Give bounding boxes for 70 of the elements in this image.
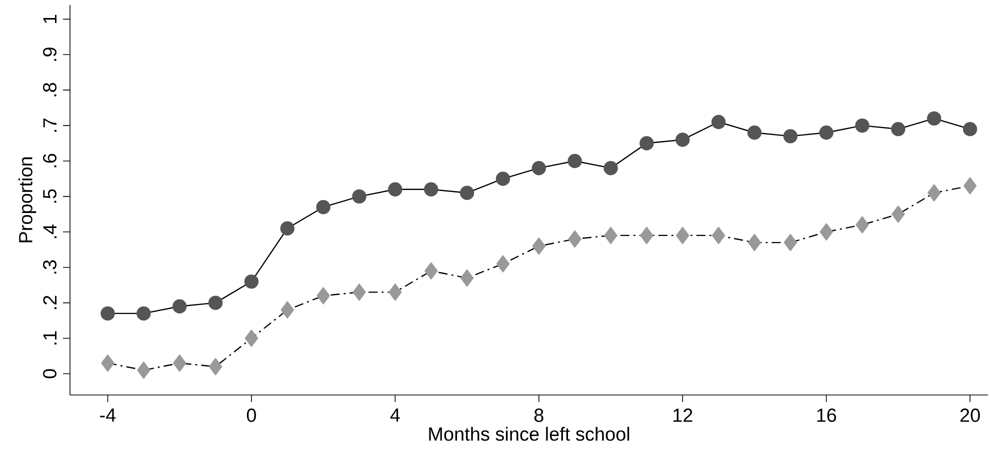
x-tick-label: 12 <box>673 408 692 422</box>
point <box>640 136 654 150</box>
x-tick-label: 20 <box>960 408 980 422</box>
point <box>172 299 187 314</box>
point <box>604 226 618 244</box>
point <box>208 296 223 310</box>
x-tick-label: -4 <box>100 408 116 422</box>
point <box>711 114 726 130</box>
point <box>748 234 762 252</box>
point <box>352 284 366 301</box>
point <box>532 160 546 176</box>
point <box>568 230 582 248</box>
point <box>172 354 186 372</box>
x-tick-label: 0 <box>246 408 256 422</box>
point <box>352 189 366 204</box>
y-tick-label: .7 <box>43 118 56 132</box>
point <box>676 132 690 147</box>
point <box>676 226 690 244</box>
y-tick-label: .9 <box>43 48 56 61</box>
point <box>856 216 869 234</box>
point <box>747 126 762 140</box>
point <box>927 111 942 126</box>
point <box>819 126 834 140</box>
y-tick-label: 0 <box>43 369 56 378</box>
point <box>424 262 438 280</box>
point <box>568 154 582 168</box>
point <box>962 122 978 136</box>
point <box>388 284 402 301</box>
point <box>820 223 833 241</box>
point <box>424 182 438 196</box>
y-tick-label: 1 <box>43 14 56 24</box>
point <box>496 255 510 272</box>
point <box>496 172 510 186</box>
point <box>784 234 797 252</box>
point <box>136 306 151 321</box>
point <box>208 358 222 376</box>
x-axis-title: Months since left school <box>429 426 630 441</box>
point <box>891 122 906 136</box>
point <box>316 287 330 304</box>
y-tick-label: .6 <box>43 154 56 168</box>
point <box>963 177 977 194</box>
y-tick-label: .3 <box>43 260 56 274</box>
x-tick-label: 4 <box>390 408 400 422</box>
point <box>137 362 150 379</box>
point <box>604 160 618 176</box>
point <box>460 269 474 287</box>
point <box>532 237 546 255</box>
x-tick-label: 8 <box>534 408 544 422</box>
y-tick-label: .4 <box>43 224 56 238</box>
point <box>712 226 726 244</box>
point <box>244 274 259 289</box>
point <box>316 200 330 214</box>
point <box>855 118 870 133</box>
y-tick-label: .2 <box>43 296 56 310</box>
point <box>100 306 115 321</box>
y-axis-title: Proportion <box>18 157 36 242</box>
point <box>640 226 654 244</box>
point <box>783 129 798 144</box>
y-tick-label: .8 <box>43 82 56 96</box>
point <box>244 330 258 347</box>
point <box>280 301 294 319</box>
point <box>460 186 474 200</box>
point <box>928 184 941 202</box>
point <box>280 221 294 236</box>
x-tick-label: 16 <box>817 408 836 422</box>
point <box>101 354 114 372</box>
point <box>892 206 905 223</box>
point <box>388 182 402 196</box>
y-tick-label: .1 <box>43 331 56 344</box>
y-tick-label: .5 <box>43 189 56 203</box>
